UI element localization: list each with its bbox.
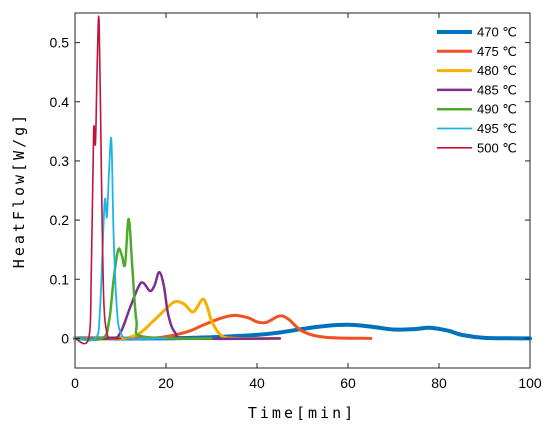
y-tick-label: 0.1 (50, 271, 70, 287)
series-line-500 (74, 15, 122, 345)
x-tick-label: 80 (431, 375, 447, 391)
series-line-485 (73, 270, 281, 341)
x-tick-label: 60 (340, 375, 356, 391)
y-tick-label: 0.5 (50, 35, 70, 51)
x-tick-label: 20 (158, 375, 174, 391)
legend-label: 490 ℃ (477, 102, 517, 117)
series-line-490 (73, 217, 213, 341)
x-tick-label: 100 (518, 375, 542, 391)
x-tick-label: 40 (249, 375, 265, 391)
plot-area (74, 12, 531, 369)
series-line-480 (73, 297, 282, 341)
axes-layer: 0 20 40 60 80 100 0 0.1 0.2 0.3 0.4 0.5 (50, 13, 542, 391)
y-axis-label: HeatFlow[W/g] (10, 112, 28, 268)
legend-label: 470 ℃ (477, 25, 517, 40)
x-tick-label: 0 (71, 375, 79, 391)
legend-label: 500 ℃ (477, 140, 517, 155)
y-tick-label: 0.2 (50, 212, 70, 228)
legend: 470 ℃ 475 ℃ 480 ℃ 485 ℃ 490 ℃ 495 ℃ 500 ℃ (437, 25, 517, 155)
series-line-475 (73, 313, 373, 341)
series-line-495 (74, 136, 167, 342)
legend-label: 495 ℃ (477, 121, 517, 136)
legend-label: 480 ℃ (477, 63, 517, 78)
y-tick-label: 0.4 (50, 94, 70, 110)
y-tick-label: 0 (61, 330, 69, 346)
y-tick-label: 0.3 (50, 153, 70, 169)
series-layer (73, 15, 532, 345)
legend-label: 475 ℃ (477, 44, 517, 59)
x-axis-label: Time[min] (248, 404, 356, 422)
legend-label: 485 ℃ (477, 82, 517, 97)
